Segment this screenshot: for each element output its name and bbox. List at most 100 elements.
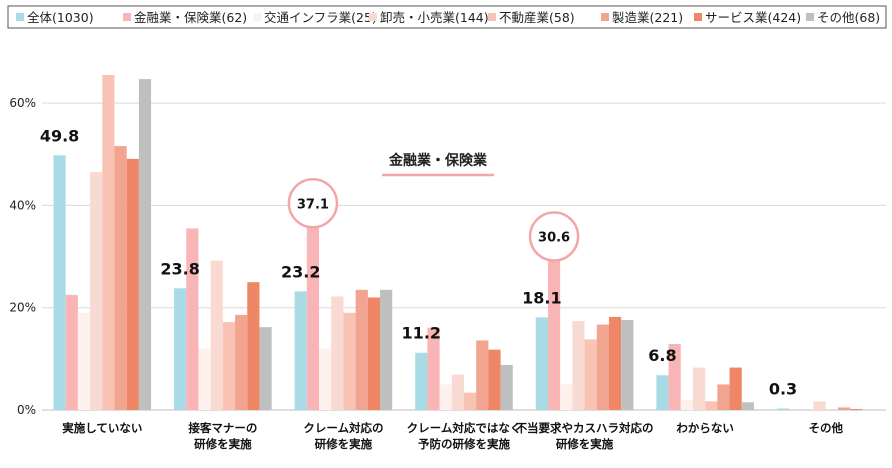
callout-circle [528, 211, 580, 262]
bar [680, 399, 693, 410]
bar [547, 253, 561, 410]
bar [729, 367, 742, 410]
bar [306, 220, 320, 410]
bar [439, 384, 452, 410]
bar [186, 228, 199, 410]
bar [198, 348, 211, 410]
data-label-total: 6.8 [648, 346, 676, 365]
x-tick-label: 研修を実施 [315, 437, 373, 451]
bar [77, 312, 91, 410]
bar [380, 289, 393, 410]
y-tick-label: 0% [17, 403, 36, 417]
x-tick-label: 研修を実施 [194, 437, 252, 451]
x-tick-label: クレーム対応ではなく [407, 421, 522, 435]
legend-swatch [488, 13, 496, 21]
x-tick-label: 予防の研修を実施 [418, 437, 510, 451]
gridlines [42, 102, 886, 411]
callout-label: 37.1 [297, 197, 329, 212]
callout-circle [287, 178, 339, 229]
bar [294, 291, 307, 410]
legend-label: 不動産業(58) [499, 10, 575, 25]
bar [776, 408, 790, 410]
bar [138, 79, 152, 410]
legend-box [7, 5, 887, 29]
bar [717, 384, 730, 410]
legend-swatch [253, 13, 261, 21]
bar [488, 349, 501, 410]
y-tick-label: 60% [9, 96, 36, 110]
legend-label: 製造業(221) [612, 10, 683, 25]
x-tick-label: その他 [808, 421, 843, 435]
annotation: 金融業・保険業 [382, 152, 494, 177]
bar [741, 402, 754, 410]
legend-swatch [16, 13, 24, 21]
bar [367, 297, 381, 410]
data-label-total: 49.8 [40, 126, 79, 145]
annotation-text: 金融業・保険業 [388, 152, 488, 169]
bar [813, 401, 826, 410]
bar [259, 327, 272, 410]
bar [560, 384, 573, 410]
x-tick-label: クレーム対応の [303, 421, 383, 435]
legend-swatch [369, 13, 377, 21]
bar [584, 339, 597, 410]
legend-label: 全体(1030) [27, 10, 94, 25]
bar [235, 314, 248, 410]
bar [53, 155, 66, 410]
data-label-total: 0.3 [769, 379, 797, 398]
bar [837, 407, 851, 410]
legend-label: 交通インフラ業(25) [264, 10, 377, 25]
bar [247, 282, 260, 410]
y-axis-ticks: 0% 20% 40% 60% [9, 96, 36, 417]
total-labels: 49.8 23.8 23.2 11.2 18.1 6.8 0.3 [40, 126, 797, 398]
x-tick-label: 不当要求やカスハラ対応の [516, 421, 654, 435]
bar [572, 321, 585, 410]
bar [65, 294, 78, 410]
bar [464, 392, 477, 410]
bars [53, 75, 863, 411]
bar [415, 352, 428, 410]
bar [451, 374, 464, 410]
x-tick-label: 研修を実施 [556, 437, 614, 451]
legend-swatch [694, 13, 702, 21]
legend-swatch [123, 13, 131, 21]
bar [476, 340, 489, 410]
x-tick-label: わからない [676, 421, 734, 435]
legend-label: その他(68) [817, 10, 880, 25]
legend-label: サービス業(424) [705, 10, 801, 25]
bar [596, 324, 609, 410]
bar [222, 322, 236, 410]
bar [608, 316, 622, 410]
data-label-total: 18.1 [522, 288, 561, 307]
bar [102, 75, 115, 410]
bar [656, 375, 669, 410]
bar [210, 260, 223, 410]
bar [126, 158, 139, 410]
bar [355, 289, 368, 410]
legend-label: 卸売・小売業(144) [380, 10, 489, 25]
legend-swatch [601, 13, 609, 21]
data-label-total: 11.2 [402, 324, 441, 343]
bar [705, 401, 718, 410]
bar [668, 344, 681, 410]
bar [535, 317, 548, 410]
bar [174, 288, 187, 410]
bar [331, 296, 344, 410]
data-label-total: 23.2 [281, 262, 320, 281]
x-tick-label: 実施していない [62, 421, 142, 435]
y-tick-label: 40% [9, 198, 36, 212]
y-tick-label: 20% [9, 301, 36, 315]
callouts: 37.1 30.6 [287, 178, 580, 262]
bar [90, 172, 103, 410]
legend: 全体(1030) 金融業・保険業(62) 交通インフラ業(25) 卸売・小売業(144… [7, 5, 887, 29]
bar [692, 367, 706, 410]
bar [343, 312, 356, 410]
callout-label: 30.6 [538, 231, 570, 246]
bar [319, 348, 332, 410]
bar [427, 327, 440, 410]
bar [621, 319, 634, 410]
bar [850, 408, 863, 410]
